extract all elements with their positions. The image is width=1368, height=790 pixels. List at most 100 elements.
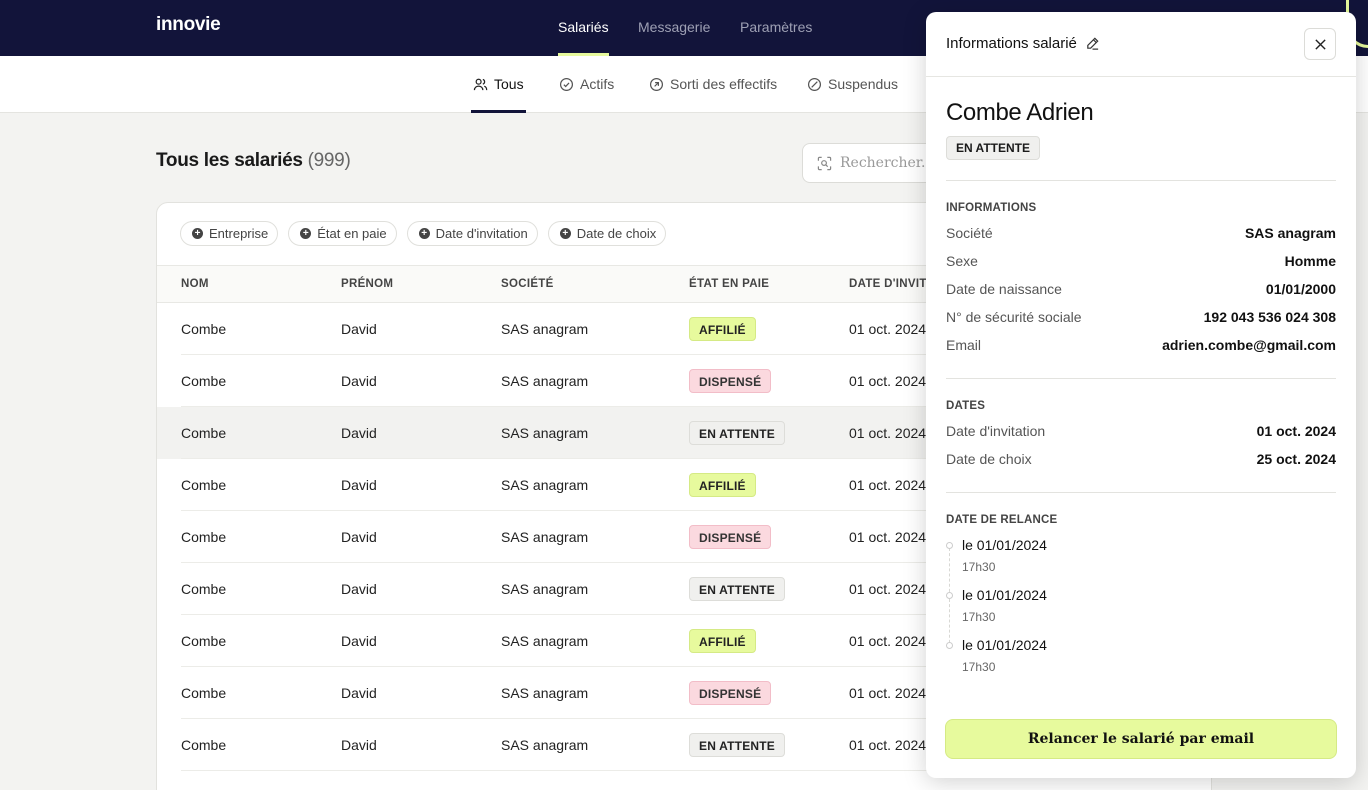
filter-label: Entreprise xyxy=(209,226,269,241)
info-label: Date de naissance xyxy=(946,281,1062,297)
info-label: Sexe xyxy=(946,253,978,269)
tab-tous-label: Tous xyxy=(494,76,524,92)
panel-title: Informations salarié xyxy=(946,35,1100,52)
slash-circle-icon xyxy=(807,77,822,91)
filter-date-choix[interactable]: + Date de choix xyxy=(547,221,667,246)
employee-details-panel: Informations salarié Combe Adrien EN ATT… xyxy=(926,12,1356,778)
row-divider xyxy=(181,614,1211,615)
table-row[interactable]: Combe David SAS anagram DISPENSÉ 01 oct.… xyxy=(157,667,1211,719)
column-header-date-invitation[interactable]: DATE D'INVITA xyxy=(849,278,935,290)
section-divider xyxy=(946,180,1336,181)
column-header-nom[interactable]: NOM xyxy=(181,278,209,290)
plus-circle-icon: + xyxy=(559,228,571,239)
tab-sorti[interactable]: Sorti des effectifs xyxy=(649,56,777,112)
timeline-dot xyxy=(946,642,953,649)
relance-time: 17h30 xyxy=(962,660,996,674)
status-badge: DISPENSÉ xyxy=(689,369,772,393)
cell-date: 01 oct. 2024 xyxy=(849,425,927,441)
innovie-logo[interactable]: innovie xyxy=(156,14,221,35)
active-tab-indicator xyxy=(471,110,526,113)
cell-societe: SAS anagram xyxy=(501,581,589,597)
cell-societe: SAS anagram xyxy=(501,685,589,701)
cell-date: 01 oct. 2024 xyxy=(849,737,927,753)
column-header-societe[interactable]: SOCIÉTÉ xyxy=(501,278,554,290)
plus-circle-icon: + xyxy=(300,228,312,239)
relance-date: le 01/01/2024 xyxy=(962,637,1047,653)
scan-search-icon xyxy=(817,156,832,170)
cell-date: 01 oct. 2024 xyxy=(849,477,927,493)
panel-header: Informations salarié xyxy=(926,12,1356,77)
date-label: Date d'invitation xyxy=(946,423,1046,439)
status-badge: AFFILIÉ xyxy=(689,629,756,653)
column-header-prenom[interactable]: PRÉNOM xyxy=(341,278,394,290)
filter-entreprise[interactable]: + Entreprise xyxy=(180,221,279,246)
section-divider xyxy=(946,492,1336,493)
section-title-informations: INFORMATIONS xyxy=(946,202,1037,214)
employee-name: Combe Adrien xyxy=(946,99,1094,126)
info-row-sexe: Sexe Homme xyxy=(946,253,1336,273)
edit-pencil-icon[interactable] xyxy=(1085,36,1100,51)
table-row[interactable]: Combe David SAS anagram DISPENSÉ 01 oct.… xyxy=(157,355,1211,407)
row-divider xyxy=(181,666,1211,667)
status-badge: DISPENSÉ xyxy=(689,681,772,705)
cell-prenom: David xyxy=(341,477,377,493)
status-badge: AFFILIÉ xyxy=(689,473,756,497)
date-row-invitation: Date d'invitation 01 oct. 2024 xyxy=(946,423,1336,443)
cell-societe: SAS anagram xyxy=(501,425,589,441)
relance-date: le 01/01/2024 xyxy=(962,537,1047,553)
cell-date: 01 oct. 2024 xyxy=(849,581,927,597)
table-row[interactable]: Combe David SAS anagram EN ATTENTE 01 oc… xyxy=(157,719,1211,771)
cell-societe: SAS anagram xyxy=(501,373,589,389)
relance-time: 17h30 xyxy=(962,560,996,574)
info-label: Société xyxy=(946,225,993,241)
relance-time: 17h30 xyxy=(962,610,996,624)
timeline-dot xyxy=(946,592,953,599)
cell-prenom: David xyxy=(341,581,377,597)
page-title-text: Tous les salariés xyxy=(156,150,303,171)
relancer-email-button[interactable]: Relancer le salarié par email xyxy=(945,719,1337,759)
tab-tous[interactable]: Tous xyxy=(471,56,526,113)
row-divider xyxy=(181,458,1211,459)
cell-nom: Combe xyxy=(181,425,227,441)
filter-date-invitation[interactable]: + Date d'invitation xyxy=(406,221,538,246)
date-value: 01 oct. 2024 xyxy=(1256,423,1336,439)
panel-title-text: Informations salarié xyxy=(946,35,1077,52)
close-panel-button[interactable] xyxy=(1304,28,1336,60)
table-row[interactable]: Combe David SAS anagram AFFILIÉ 01 oct. … xyxy=(157,459,1211,511)
info-label: N° de sécurité sociale xyxy=(946,309,1082,325)
cell-prenom: David xyxy=(341,373,377,389)
cell-prenom: David xyxy=(341,529,377,545)
nav-salaries-label: Salariés xyxy=(558,19,609,35)
cell-nom: Combe xyxy=(181,529,227,545)
tab-actifs[interactable]: Actifs xyxy=(559,56,614,112)
table-row[interactable]: Combe David SAS anagram AFFILIÉ 01 oct. … xyxy=(157,615,1211,667)
info-value: SAS anagram xyxy=(1244,225,1336,241)
column-header-etat[interactable]: ÉTAT EN PAIE xyxy=(689,278,770,290)
timeline-dot xyxy=(946,542,953,549)
nav-messagerie[interactable]: Messagerie xyxy=(638,0,710,56)
nav-parametres[interactable]: Paramètres xyxy=(740,0,812,56)
cell-nom: Combe xyxy=(181,477,227,493)
cell-date: 01 oct. 2024 xyxy=(849,321,927,337)
section-title-dates: DATES xyxy=(946,400,986,412)
filter-label: État en paie xyxy=(317,226,387,241)
row-divider xyxy=(181,354,1211,355)
table-row[interactable]: Combe David SAS anagram EN ATTENTE 01 oc… xyxy=(157,563,1211,615)
status-badge: EN ATTENTE xyxy=(689,733,785,757)
tab-suspendus[interactable]: Suspendus xyxy=(807,56,898,112)
relance-date: le 01/01/2024 xyxy=(962,587,1047,603)
filter-etat-paie[interactable]: + État en paie xyxy=(288,221,397,246)
cell-societe: SAS anagram xyxy=(501,633,589,649)
table-row[interactable]: Combe David SAS anagram AFFILIÉ 01 oct. … xyxy=(157,303,1211,355)
close-icon xyxy=(1314,38,1326,50)
table-row[interactable]: Combe David SAS anagram DISPENSÉ 01 oct.… xyxy=(157,511,1211,563)
info-label: Email xyxy=(946,337,982,353)
nav-messagerie-label: Messagerie xyxy=(638,19,711,35)
row-divider xyxy=(181,770,1211,771)
nav-salaries[interactable]: Salariés xyxy=(558,0,609,56)
date-row-choix: Date de choix 25 oct. 2024 xyxy=(946,451,1336,471)
cell-date: 01 oct. 2024 xyxy=(849,685,927,701)
row-divider xyxy=(181,510,1211,511)
status-badge: EN ATTENTE xyxy=(689,577,785,601)
search-placeholder: Rechercher... xyxy=(840,155,935,171)
